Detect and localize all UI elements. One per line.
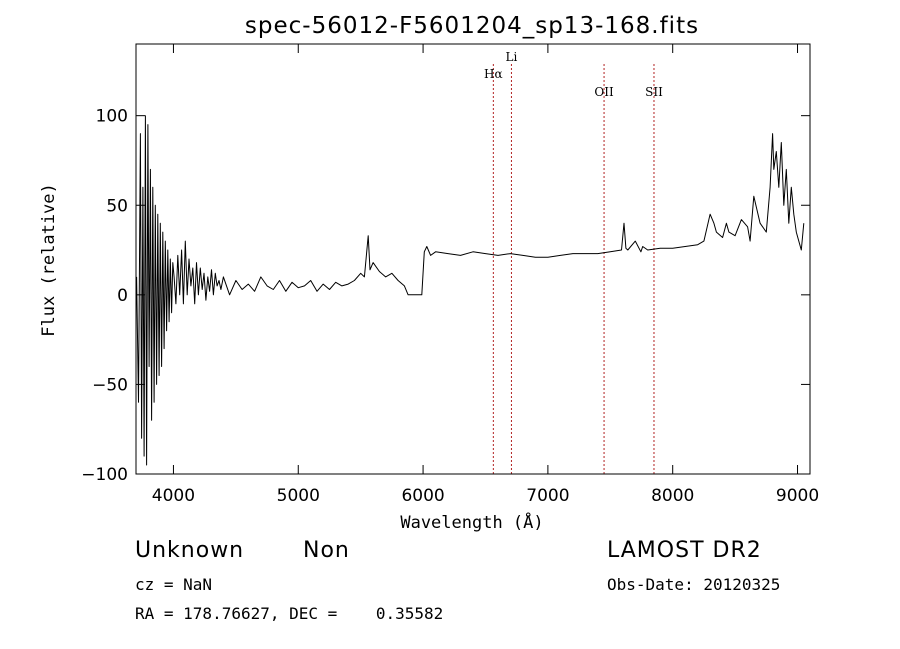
y-tick-label: 50 <box>106 196 128 216</box>
object-class: Unknown <box>135 538 245 563</box>
x-axis-label: Wavelength (Å) <box>400 511 543 533</box>
marker-label: Li <box>506 50 518 64</box>
marker-label: OII <box>594 85 614 99</box>
x-tick-label: 6000 <box>401 486 444 506</box>
chart-title: spec-56012-F5601204_sp13-168.fits <box>245 13 699 39</box>
y-tick-label: −100 <box>81 465 128 485</box>
y-tick-label: 0 <box>117 286 128 306</box>
x-axis: 4000 5000 6000 7000 8000 9000 <box>152 44 819 506</box>
x-tick-label: 5000 <box>277 486 320 506</box>
redshift-text: cz = NaN <box>135 575 213 594</box>
y-tick-label: 100 <box>96 107 128 127</box>
y-axis: −100 −50 0 50 100 <box>81 107 810 485</box>
x-tick-label: 7000 <box>526 486 569 506</box>
spectrum-series <box>136 115 805 466</box>
x-tick-label: 4000 <box>152 486 195 506</box>
x-tick-label: 8000 <box>651 486 694 506</box>
x-tick-label: 9000 <box>776 486 819 506</box>
y-axis-label: Flux (relative) <box>39 183 59 337</box>
obs-date: Obs-Date: 20120325 <box>607 575 781 594</box>
coordinates: RA = 178.76627, DEC = 0.35582 <box>135 604 444 623</box>
plot-frame <box>135 43 811 475</box>
spectrum-line <box>136 115 805 466</box>
survey-label: LAMOST DR2 <box>607 538 762 563</box>
marker-label: SII <box>645 85 663 99</box>
y-tick-label: −50 <box>92 375 128 395</box>
marker-label: Hα <box>484 67 503 81</box>
object-subclass: Non <box>303 538 350 563</box>
